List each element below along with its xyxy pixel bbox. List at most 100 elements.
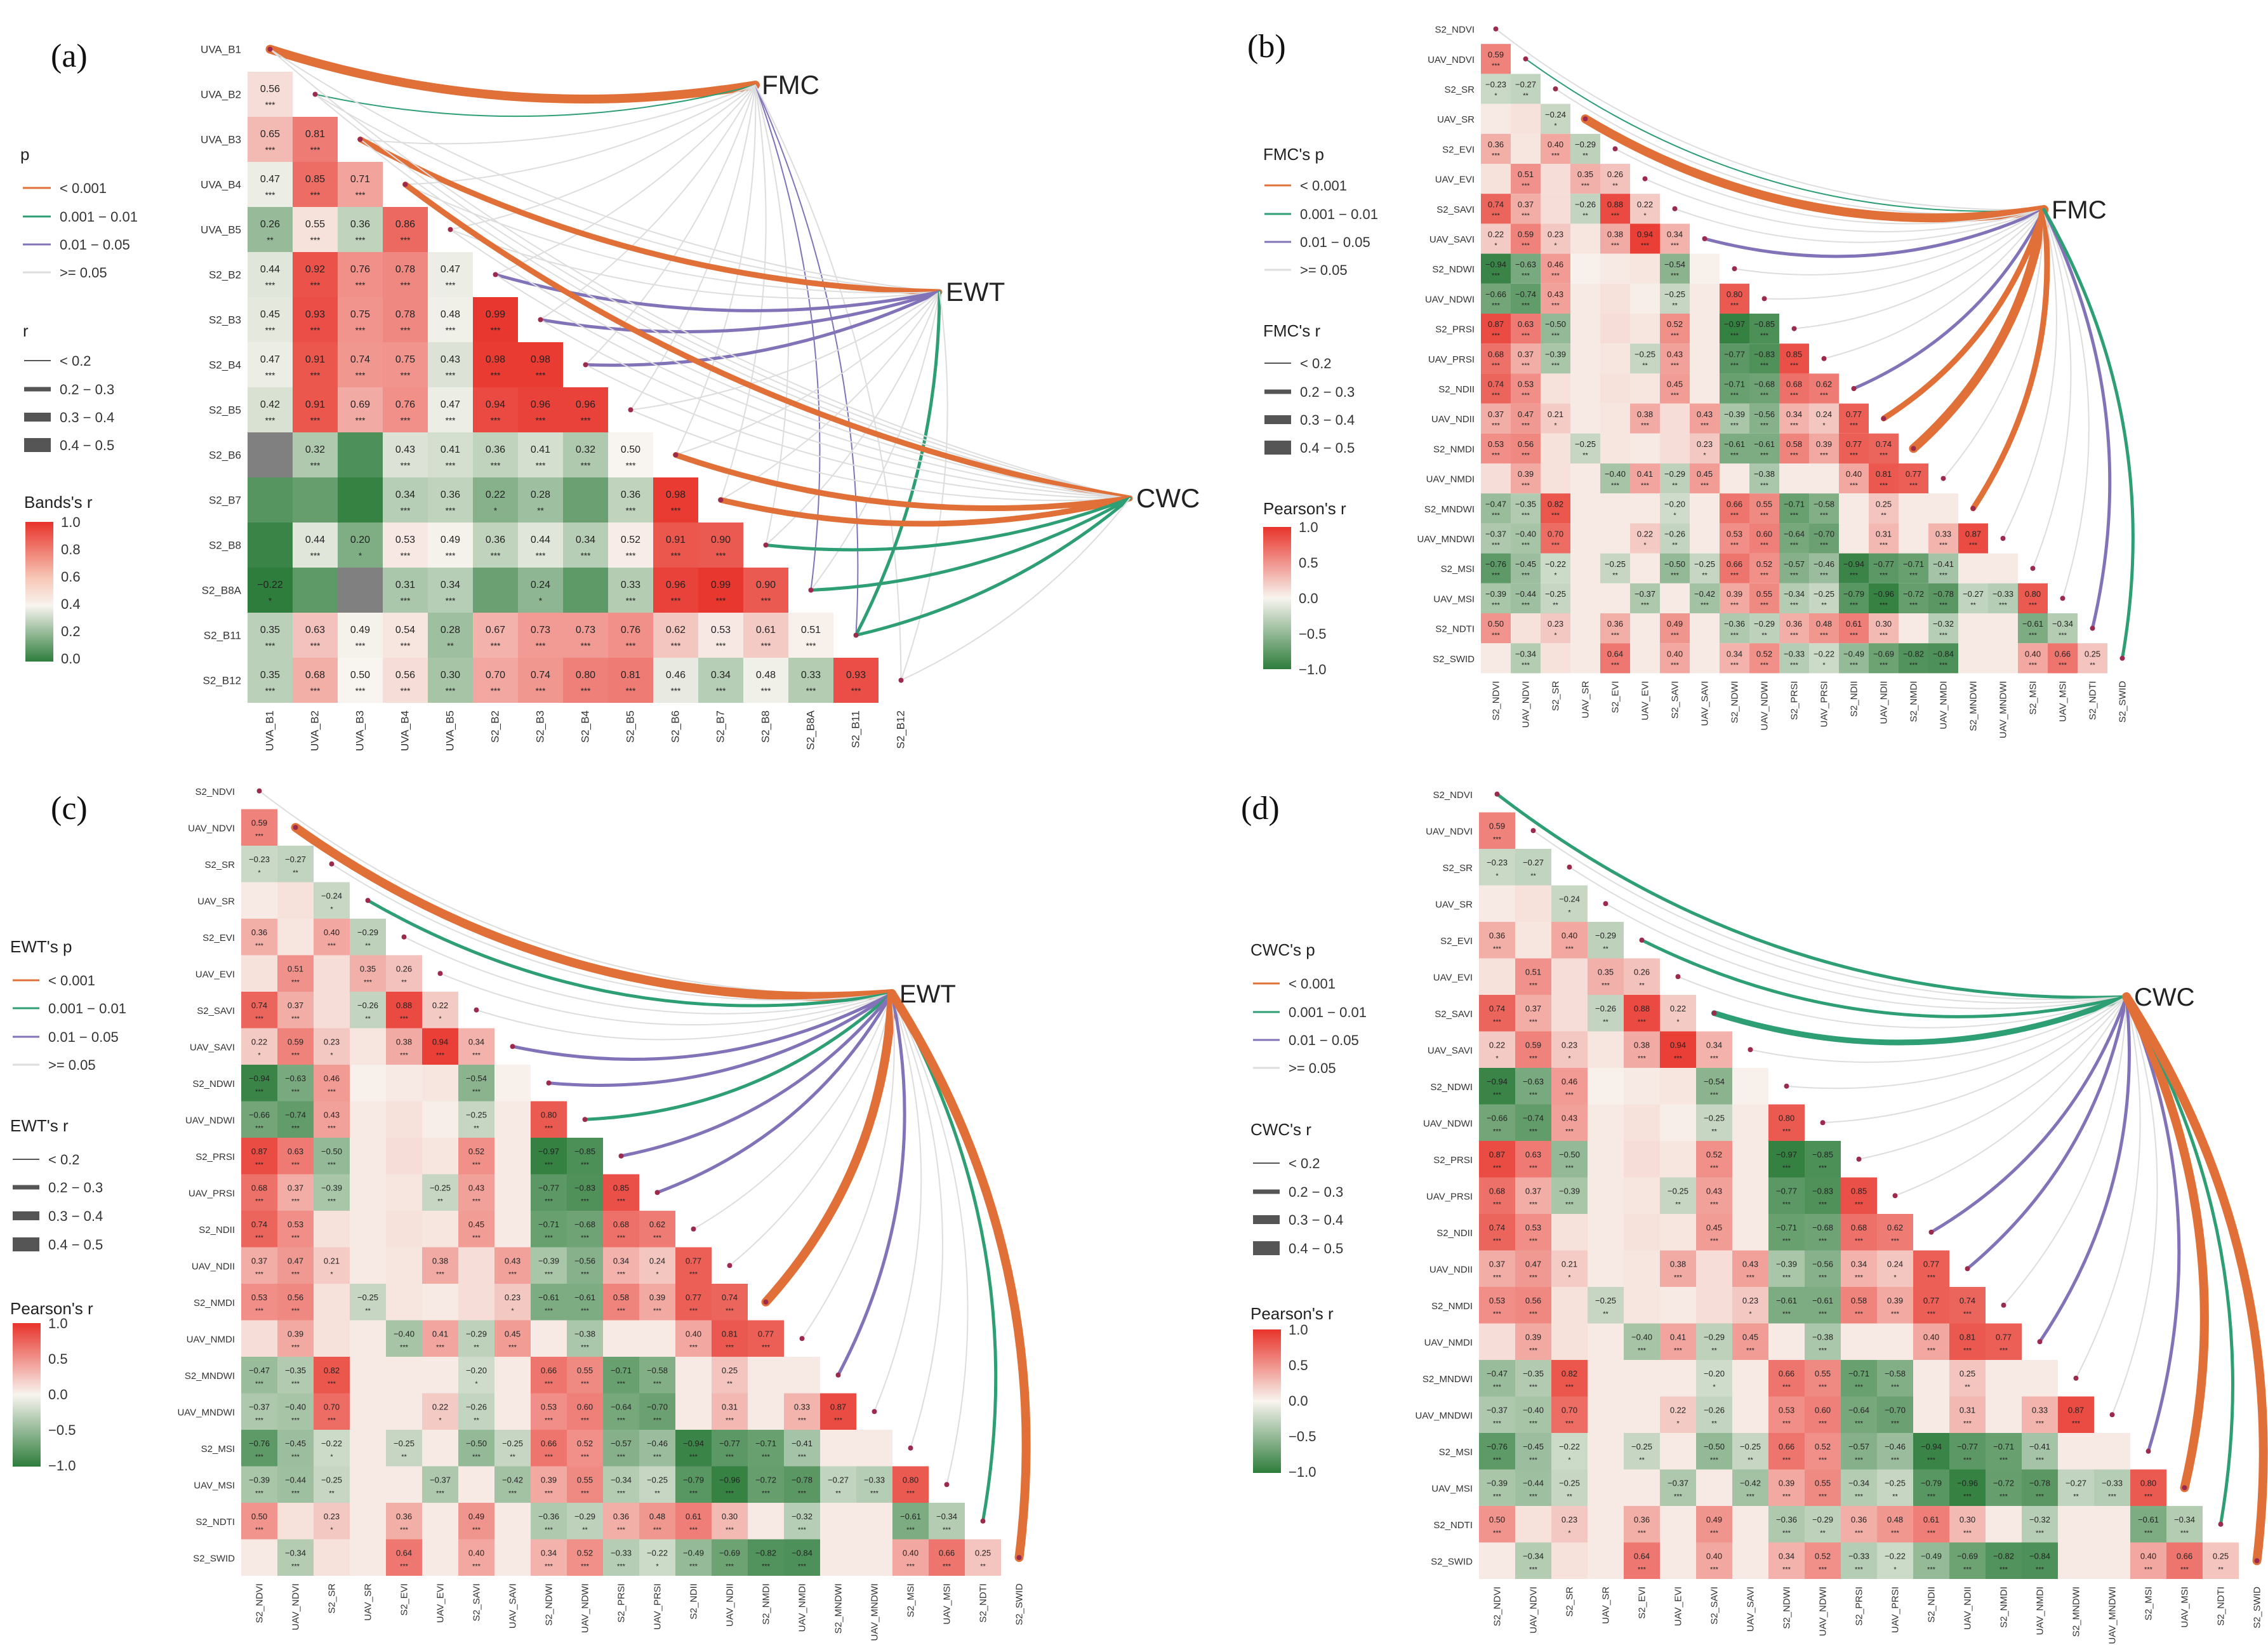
panel-d-cell-sig: **	[1639, 1456, 1645, 1464]
panel-b-cell-sig: *	[1703, 452, 1706, 460]
panel-d-cell-sig: ***	[1529, 1164, 1538, 1172]
panel-b-cell-sig: ***	[1671, 632, 1680, 639]
panel-d-cell-value: 0.21	[1562, 1259, 1577, 1269]
panel-b-cell	[1720, 643, 1749, 674]
panel-c-cell	[314, 955, 350, 992]
panel-c-cell	[277, 1211, 314, 1248]
panel-b-col-label: S2_PRSI	[1789, 681, 1800, 720]
panel-a-cell-sig: ***	[265, 190, 276, 200]
panel-c-cell	[241, 1539, 277, 1576]
panel-b-cell-sig: ***	[1671, 242, 1680, 250]
panel-b-cell-sig: **	[1881, 512, 1887, 519]
panel-c-cell	[350, 1174, 386, 1211]
panel-b-row-label: S2_SWID	[1433, 654, 1475, 665]
panel-c-cell-sig: ***	[255, 833, 264, 841]
panel-d-anchor-dot	[1856, 1156, 1862, 1162]
legend-b-r2: 0.2 − 0.3	[1300, 384, 1355, 400]
panel-b-cell-value: −0.40	[1605, 469, 1626, 479]
panel-d-cell-sig: ***	[1855, 1201, 1864, 1209]
panel-d-cell	[1588, 1506, 1624, 1543]
panel-b-cell-value: 0.77	[1846, 410, 1862, 419]
panel-c-cell	[350, 1357, 386, 1394]
panel-a-fmc-link	[265, 44, 760, 103]
panel-a-row-label: S2_B8	[209, 540, 241, 552]
panel-d-cell-value: 0.81	[1960, 1332, 1975, 1342]
panel-d-cell-value: 0.94	[1670, 1040, 1686, 1049]
panel-d-col-label: S2_SAVI	[1709, 1587, 1720, 1625]
panel-b-cell	[1899, 583, 1928, 613]
panel-b-cell-value: −0.74	[1515, 290, 1536, 299]
panel-c-cell	[494, 1393, 531, 1430]
panel-c-cell-sig: ***	[291, 979, 300, 987]
legend-c-tick-3: −0.5	[48, 1422, 76, 1438]
panel-b-cell-sig: ***	[1701, 422, 1709, 429]
panel-b-cell-value: 0.59	[1518, 230, 1534, 239]
panel-a-cell-sig: ***	[446, 686, 456, 696]
panel-b-cell-value: −0.37	[1485, 529, 1506, 539]
panel-c-cell-sig: ***	[291, 1453, 300, 1461]
panel-c-cell-value: 0.24	[649, 1256, 665, 1265]
panel-d-cell-sig: *	[1568, 1456, 1571, 1464]
panel-c-cell-value: −0.37	[249, 1402, 270, 1411]
panel-b-cell-value: −0.63	[1515, 260, 1536, 269]
panel-c-col-label: UAV_NDWI	[580, 1583, 591, 1633]
panel-c-anchor-dot	[365, 898, 371, 903]
panel-c-cell	[422, 1138, 458, 1175]
panel-b-cell-sig: ***	[1492, 422, 1501, 429]
panel-d-cell-value: 0.80	[1779, 1113, 1794, 1122]
panel-b-cell	[1749, 643, 1779, 674]
panel-c-row-label: UAV_SR	[197, 896, 235, 907]
panel-b-cell-sig: ***	[1730, 512, 1739, 519]
panel-d-cell-value: 0.34	[1851, 1259, 1867, 1269]
panel-d-col-label: UAV_NDVI	[1529, 1587, 1539, 1634]
panel-c-cell-value: 0.55	[577, 1366, 593, 1375]
panel-d-cell-value: −0.44	[1523, 1478, 1544, 1488]
panel-c-cell	[350, 992, 386, 1029]
panel-d-cell-sig: **	[1603, 1018, 1608, 1026]
panel-a-cell	[248, 297, 293, 342]
panel-a-cell-sig: ***	[536, 416, 547, 425]
panel-c-cell-sig: ***	[255, 1088, 264, 1096]
legend-a-tick-2: 0.6	[61, 569, 81, 585]
panel-d-cell-sig: ***	[1927, 1347, 1936, 1355]
panel-b-cell-value: 0.21	[1548, 410, 1563, 419]
panel-a-cell-sig: ***	[581, 551, 592, 561]
panel-d-cell-sig: ***	[1855, 1566, 1864, 1574]
panel-b-cell	[1839, 493, 1869, 524]
panel-c-cell-value: 0.43	[324, 1110, 340, 1119]
panel-b-cell-sig: ***	[1492, 602, 1501, 609]
panel-a-cell-value: 0.51	[801, 625, 821, 636]
panel-c-cell	[458, 1211, 494, 1248]
panel-a-cell	[653, 658, 698, 703]
panel-c-cell-value: 0.21	[324, 1256, 340, 1265]
panel-b-cell	[1690, 553, 1720, 583]
panel-d-cell-sig: ***	[1891, 1237, 1900, 1245]
panel-b-row-label: UAV_PRSI	[1428, 354, 1475, 365]
panel-b-cell	[1839, 643, 1869, 674]
panel-b-cell-sig: ***	[1522, 482, 1530, 490]
panel-c-anchor-dot	[654, 1190, 660, 1195]
panel-c-cell-value: −0.33	[611, 1548, 632, 1557]
panel-b-cell	[1570, 343, 1600, 374]
panel-b-cell-value: 0.45	[1697, 469, 1713, 479]
panel-b-cell-sig: ***	[1790, 632, 1799, 639]
panel-a-col-label: S2_B11	[850, 710, 862, 748]
panel-c-cell-value: 0.51	[288, 964, 303, 973]
panel-c-cell-value: 0.58	[613, 1293, 629, 1302]
panel-c-cell-sig: ***	[581, 1307, 590, 1315]
panel-d-cell-value: −0.58	[1885, 1369, 1906, 1378]
panel-d-cell-value: −0.27	[2066, 1478, 2086, 1488]
panel-c-cell-sig: ***	[617, 1490, 626, 1498]
panel-b-cell-value: −0.70	[1814, 529, 1834, 539]
panel-c-cell	[386, 1028, 422, 1065]
panel-a-cell-sig: ***	[671, 551, 682, 561]
panel-d-cell	[1551, 1542, 1588, 1579]
panel-c-cell-value: −0.61	[574, 1293, 595, 1302]
panel-a-cell	[518, 568, 563, 613]
panel-c-letter: (c)	[51, 790, 88, 827]
panel-d-cell-value: −0.42	[1740, 1478, 1761, 1488]
panel-b-cell	[1541, 283, 1570, 314]
panel-c-cell-sig: ***	[653, 1417, 662, 1425]
panel-a-cell-value: 0.56	[260, 84, 280, 95]
panel-d-cell	[1624, 1214, 1660, 1251]
